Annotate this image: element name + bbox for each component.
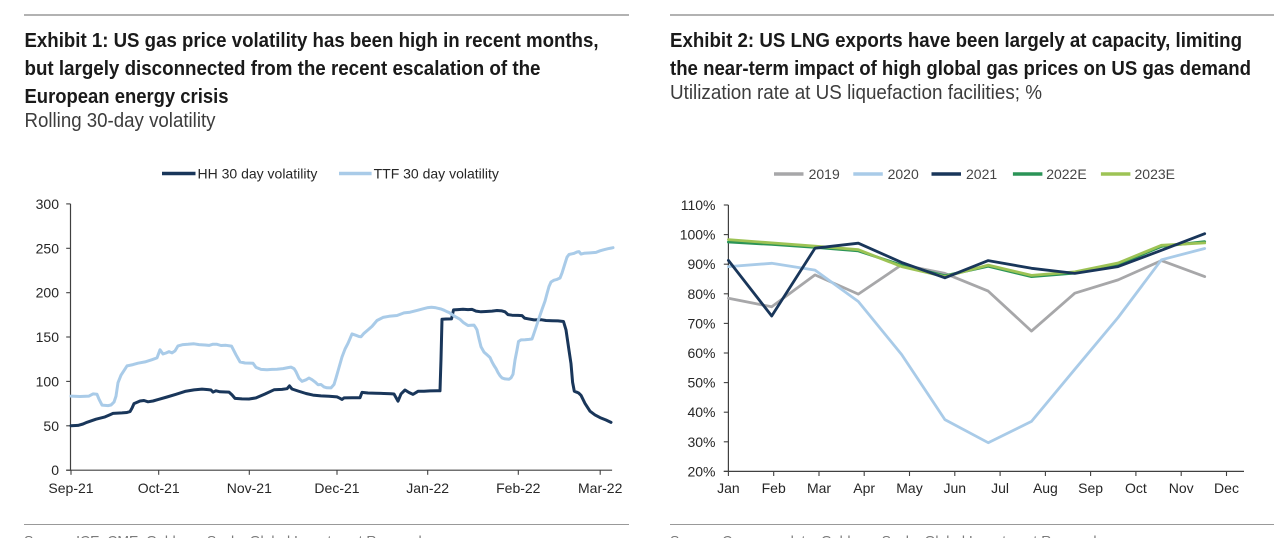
svg-text:the near-term impact of high g: the near-term impact of high global gas … bbox=[670, 58, 1251, 80]
svg-text:Nov: Nov bbox=[1169, 480, 1194, 496]
svg-text:40%: 40% bbox=[687, 404, 715, 420]
svg-text:Nov-21: Nov-21 bbox=[227, 480, 272, 496]
svg-text:Sep: Sep bbox=[1078, 480, 1103, 496]
svg-text:HH 30 day volatility: HH 30 day volatility bbox=[198, 166, 318, 182]
svg-text:2019: 2019 bbox=[809, 166, 840, 182]
svg-text:Source: ICE, CME, Goldman Sach: Source: ICE, CME, Goldman Sachs Global I… bbox=[24, 533, 426, 538]
svg-text:Sep-21: Sep-21 bbox=[48, 480, 93, 496]
svg-text:Dec-21: Dec-21 bbox=[314, 480, 359, 496]
svg-text:60%: 60% bbox=[687, 345, 715, 361]
svg-text:Jan-22: Jan-22 bbox=[406, 480, 449, 496]
svg-text:2023E: 2023E bbox=[1135, 166, 1175, 182]
svg-text:300: 300 bbox=[36, 196, 60, 212]
svg-text:150: 150 bbox=[36, 329, 60, 345]
svg-text:TTF 30 day volatility: TTF 30 day volatility bbox=[374, 166, 499, 182]
svg-text:2021: 2021 bbox=[966, 166, 997, 182]
svg-text:Exhibit 2: US LNG exports have: Exhibit 2: US LNG exports have been larg… bbox=[670, 30, 1242, 52]
svg-text:Source: Company data, Goldman: Source: Company data, Goldman Sachs Glob… bbox=[670, 533, 1101, 538]
svg-text:70%: 70% bbox=[687, 315, 715, 331]
svg-text:Oct-21: Oct-21 bbox=[138, 480, 180, 496]
svg-text:0: 0 bbox=[51, 462, 59, 478]
svg-text:Rolling 30-day volatility: Rolling 30-day volatility bbox=[25, 110, 216, 132]
svg-text:2022E: 2022E bbox=[1046, 166, 1086, 182]
svg-text:Jul: Jul bbox=[991, 480, 1009, 496]
svg-text:50%: 50% bbox=[687, 375, 715, 391]
svg-text:80%: 80% bbox=[687, 286, 715, 302]
svg-text:Jan: Jan bbox=[717, 480, 740, 496]
svg-text:200: 200 bbox=[36, 285, 60, 301]
svg-text:30%: 30% bbox=[687, 434, 715, 450]
svg-text:Jun: Jun bbox=[944, 480, 967, 496]
svg-text:100%: 100% bbox=[680, 227, 716, 243]
svg-text:2020: 2020 bbox=[888, 166, 919, 182]
svg-text:Exhibit 1: US gas price volati: Exhibit 1: US gas price volatility has b… bbox=[25, 30, 599, 52]
svg-text:100: 100 bbox=[36, 373, 60, 389]
svg-text:Mar-22: Mar-22 bbox=[578, 480, 623, 496]
svg-text:110%: 110% bbox=[681, 197, 716, 213]
svg-text:Aug: Aug bbox=[1033, 480, 1058, 496]
svg-text:Utilization rate at US liquefa: Utilization rate at US liquefaction faci… bbox=[670, 82, 1042, 104]
svg-text:Oct: Oct bbox=[1125, 480, 1147, 496]
svg-text:Feb: Feb bbox=[762, 480, 786, 496]
svg-text:Mar: Mar bbox=[807, 480, 831, 496]
svg-text:20%: 20% bbox=[687, 463, 715, 479]
svg-text:Feb-22: Feb-22 bbox=[496, 480, 541, 496]
svg-text:European energy crisis: European energy crisis bbox=[25, 86, 229, 108]
svg-text:90%: 90% bbox=[687, 256, 715, 272]
svg-text:but largely disconnected from: but largely disconnected from the recent… bbox=[25, 58, 541, 80]
svg-text:Dec: Dec bbox=[1214, 480, 1239, 496]
svg-text:50: 50 bbox=[43, 418, 59, 434]
svg-text:Apr: Apr bbox=[853, 480, 875, 496]
svg-text:May: May bbox=[896, 480, 922, 496]
svg-text:250: 250 bbox=[36, 240, 60, 256]
